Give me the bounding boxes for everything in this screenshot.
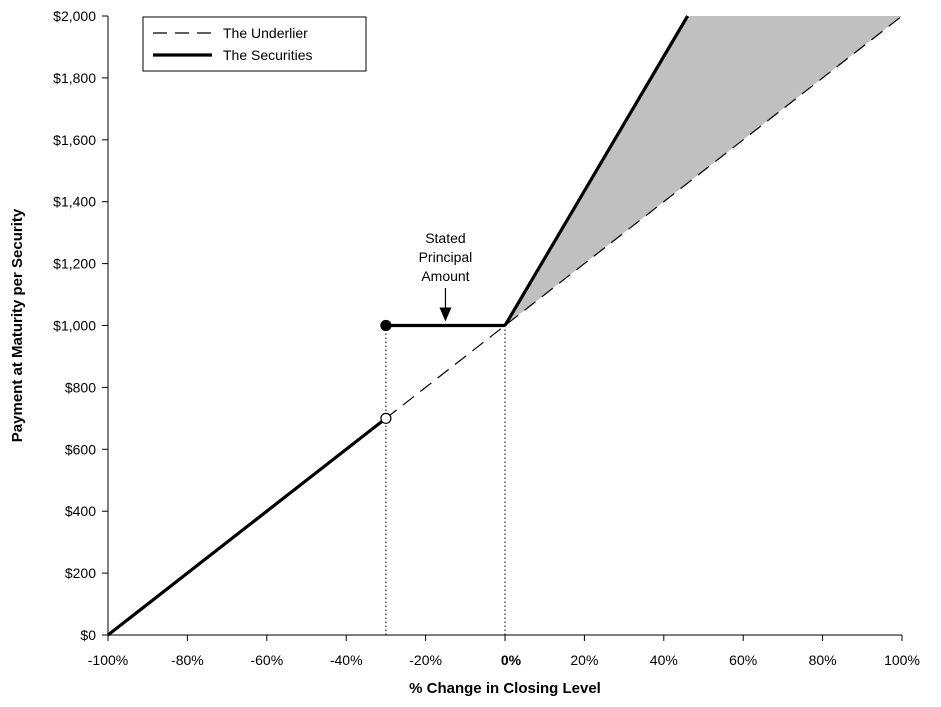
y-axis-title: Payment at Maturity per Security (9, 208, 26, 442)
axes: $0 $200 $400 $600 $800 $1,000 $1,200 $1,400 $1,6… (53, 8, 920, 668)
y-tick-label: $1,600 (53, 132, 96, 148)
y-tick-label: $800 (65, 379, 96, 395)
x-tick-label: 20% (570, 652, 598, 668)
annotation-arrow-head (439, 307, 452, 322)
series-layer (107, 15, 903, 637)
y-tick-label: $1,800 (53, 70, 96, 86)
legend-box (142, 16, 367, 72)
x-tick-label: -60% (250, 652, 283, 668)
filled-marker-0 (380, 319, 392, 332)
x-tick-label: 0% (501, 652, 522, 668)
annotation-text-line: Amount (421, 268, 469, 284)
x-tick-label: -40% (330, 652, 363, 668)
legend: The Underlier The Securities (142, 16, 367, 72)
markers-layer (380, 319, 392, 424)
annotation-text-line: Stated (425, 230, 465, 246)
x-tick-label: -20% (409, 652, 442, 668)
x-tick-label: 60% (729, 652, 757, 668)
open-marker-1 (380, 412, 392, 424)
y-tick-label: $1,400 (53, 194, 96, 210)
y-tick-label: $0 (80, 627, 96, 643)
y-tick-label: $1,200 (53, 256, 96, 272)
legend-label: The Underlier (223, 25, 308, 41)
y-tick-label: $200 (65, 565, 96, 581)
y-tick-label: $1,000 (53, 318, 96, 334)
series-securities-segment-2 (503, 15, 689, 327)
series-securities-segment-0 (107, 417, 387, 637)
x-axis-title: % Change in Closing Level (409, 680, 601, 697)
x-tick-label: -80% (171, 652, 204, 668)
y-tick-label: $600 (65, 441, 96, 457)
x-tick-label: -100% (88, 652, 128, 668)
annotation-layer: Stated Principal Amount (419, 230, 473, 322)
y-tick-label: $400 (65, 503, 96, 519)
y-tick-label: $2,000 (53, 8, 96, 24)
x-tick-label: 100% (884, 652, 920, 668)
x-tick-label: 80% (809, 652, 837, 668)
x-tick-label: 40% (650, 652, 678, 668)
legend-label: The Securities (223, 47, 312, 63)
annotation-text-line: Principal (419, 249, 473, 265)
